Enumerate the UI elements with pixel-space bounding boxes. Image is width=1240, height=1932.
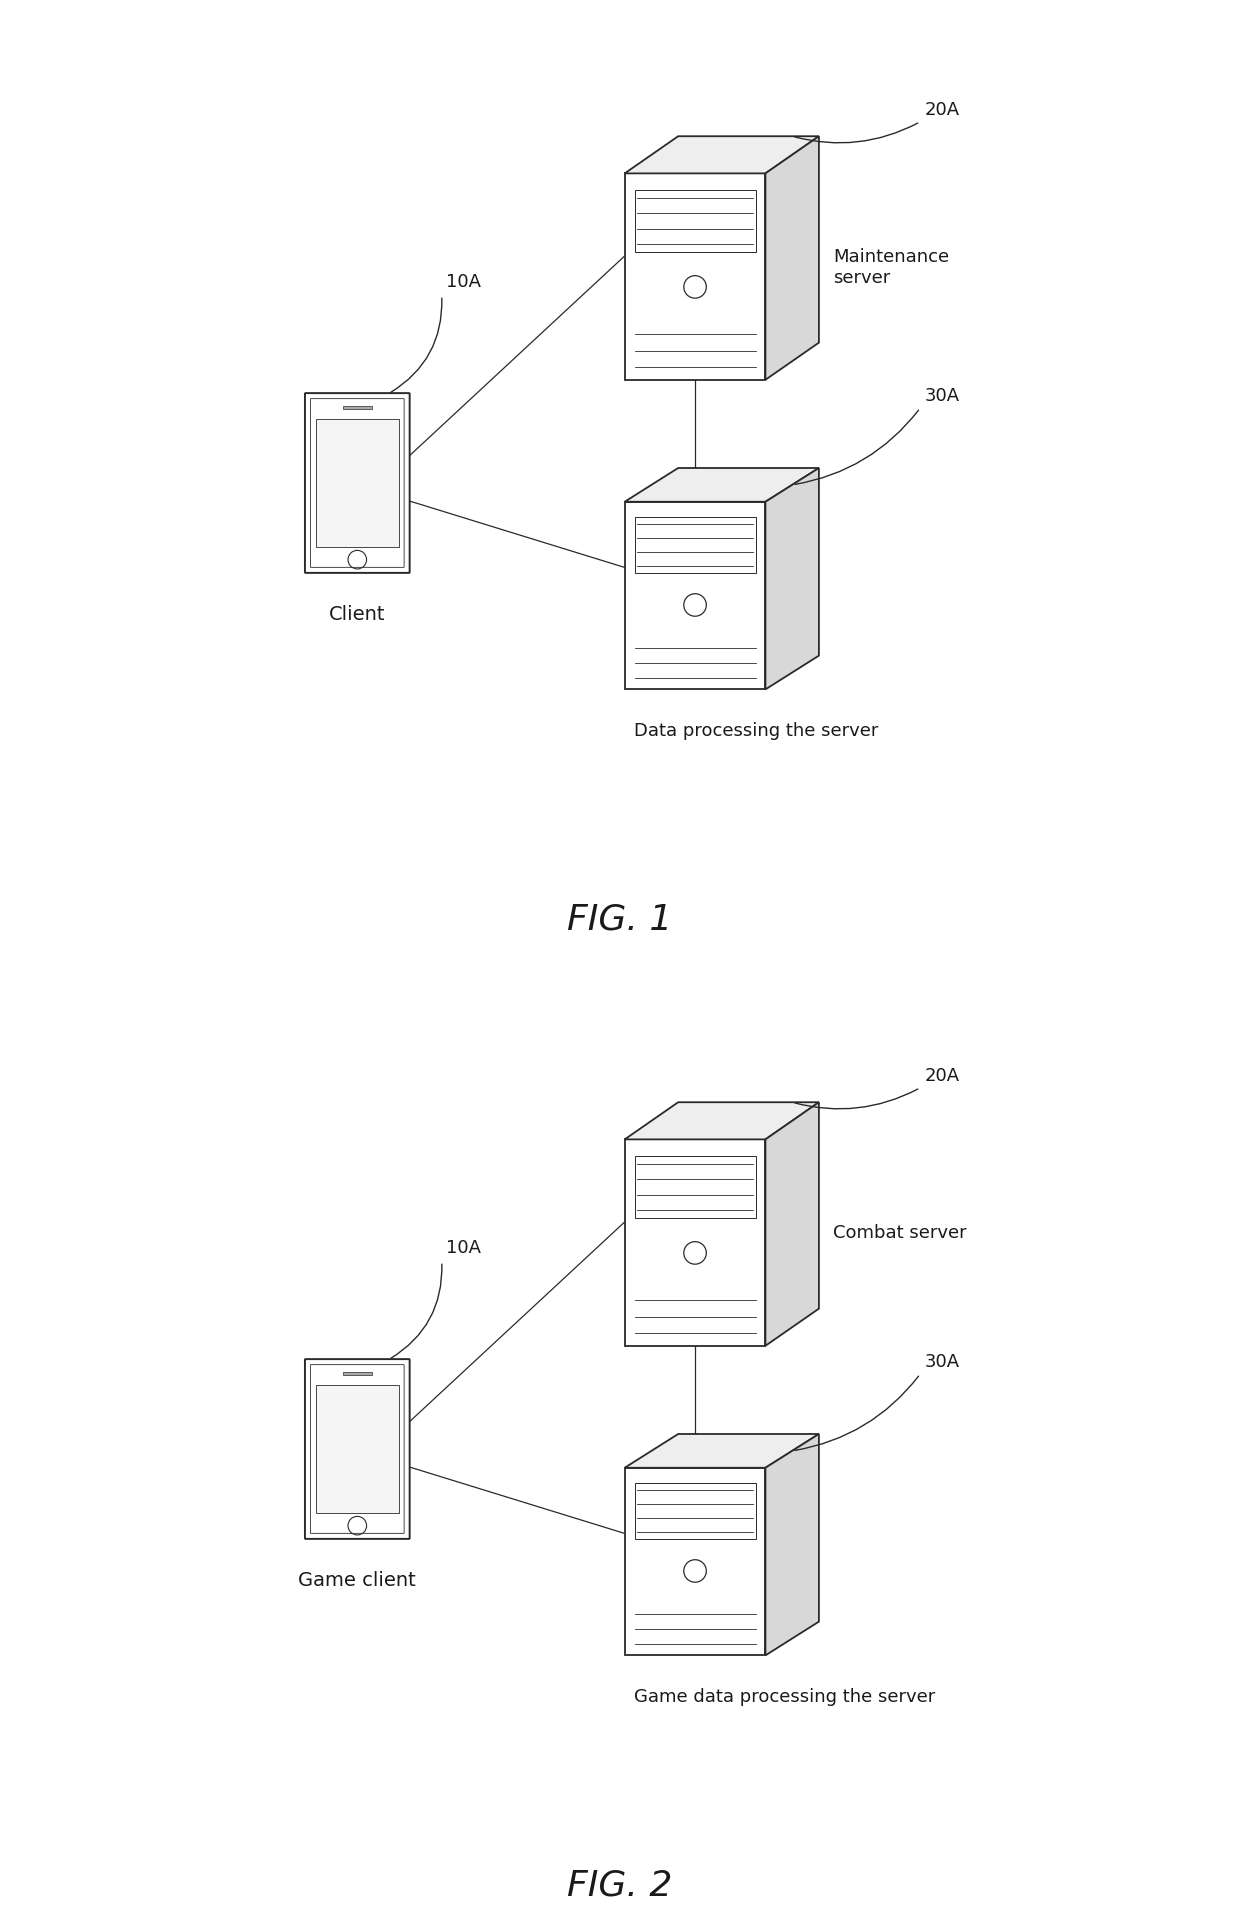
Text: 10A: 10A <box>446 1238 481 1256</box>
FancyBboxPatch shape <box>305 1358 409 1540</box>
Polygon shape <box>625 468 818 502</box>
Text: Game data processing the server: Game data processing the server <box>634 1689 935 1706</box>
Polygon shape <box>316 419 398 547</box>
Text: 30A: 30A <box>925 1352 960 1372</box>
Text: Maintenance
server: Maintenance server <box>833 247 949 286</box>
FancyBboxPatch shape <box>305 392 409 574</box>
Text: 10A: 10A <box>446 272 481 290</box>
Polygon shape <box>342 406 372 410</box>
Polygon shape <box>765 1434 818 1656</box>
Polygon shape <box>342 1372 372 1376</box>
Polygon shape <box>625 502 765 690</box>
Polygon shape <box>635 1482 755 1540</box>
Polygon shape <box>625 1434 818 1468</box>
Polygon shape <box>625 174 765 381</box>
Polygon shape <box>635 1155 755 1217</box>
Text: Game client: Game client <box>299 1571 417 1590</box>
Polygon shape <box>625 1140 765 1347</box>
Text: 30A: 30A <box>925 386 960 406</box>
FancyBboxPatch shape <box>310 1364 404 1534</box>
Polygon shape <box>625 137 818 174</box>
Text: Combat server: Combat server <box>833 1225 967 1242</box>
Polygon shape <box>765 1103 818 1347</box>
Polygon shape <box>625 1103 818 1140</box>
Polygon shape <box>765 137 818 381</box>
Text: FIG. 2: FIG. 2 <box>568 1868 672 1903</box>
Polygon shape <box>635 189 755 251</box>
Polygon shape <box>316 1385 398 1513</box>
Text: 20A: 20A <box>925 1066 960 1086</box>
Text: Data processing the server: Data processing the server <box>634 723 878 740</box>
Text: Client: Client <box>329 605 386 624</box>
Polygon shape <box>625 1468 765 1656</box>
FancyBboxPatch shape <box>310 398 404 568</box>
Polygon shape <box>635 516 755 574</box>
Text: FIG. 1: FIG. 1 <box>568 902 672 937</box>
Polygon shape <box>765 468 818 690</box>
Text: 20A: 20A <box>925 100 960 120</box>
